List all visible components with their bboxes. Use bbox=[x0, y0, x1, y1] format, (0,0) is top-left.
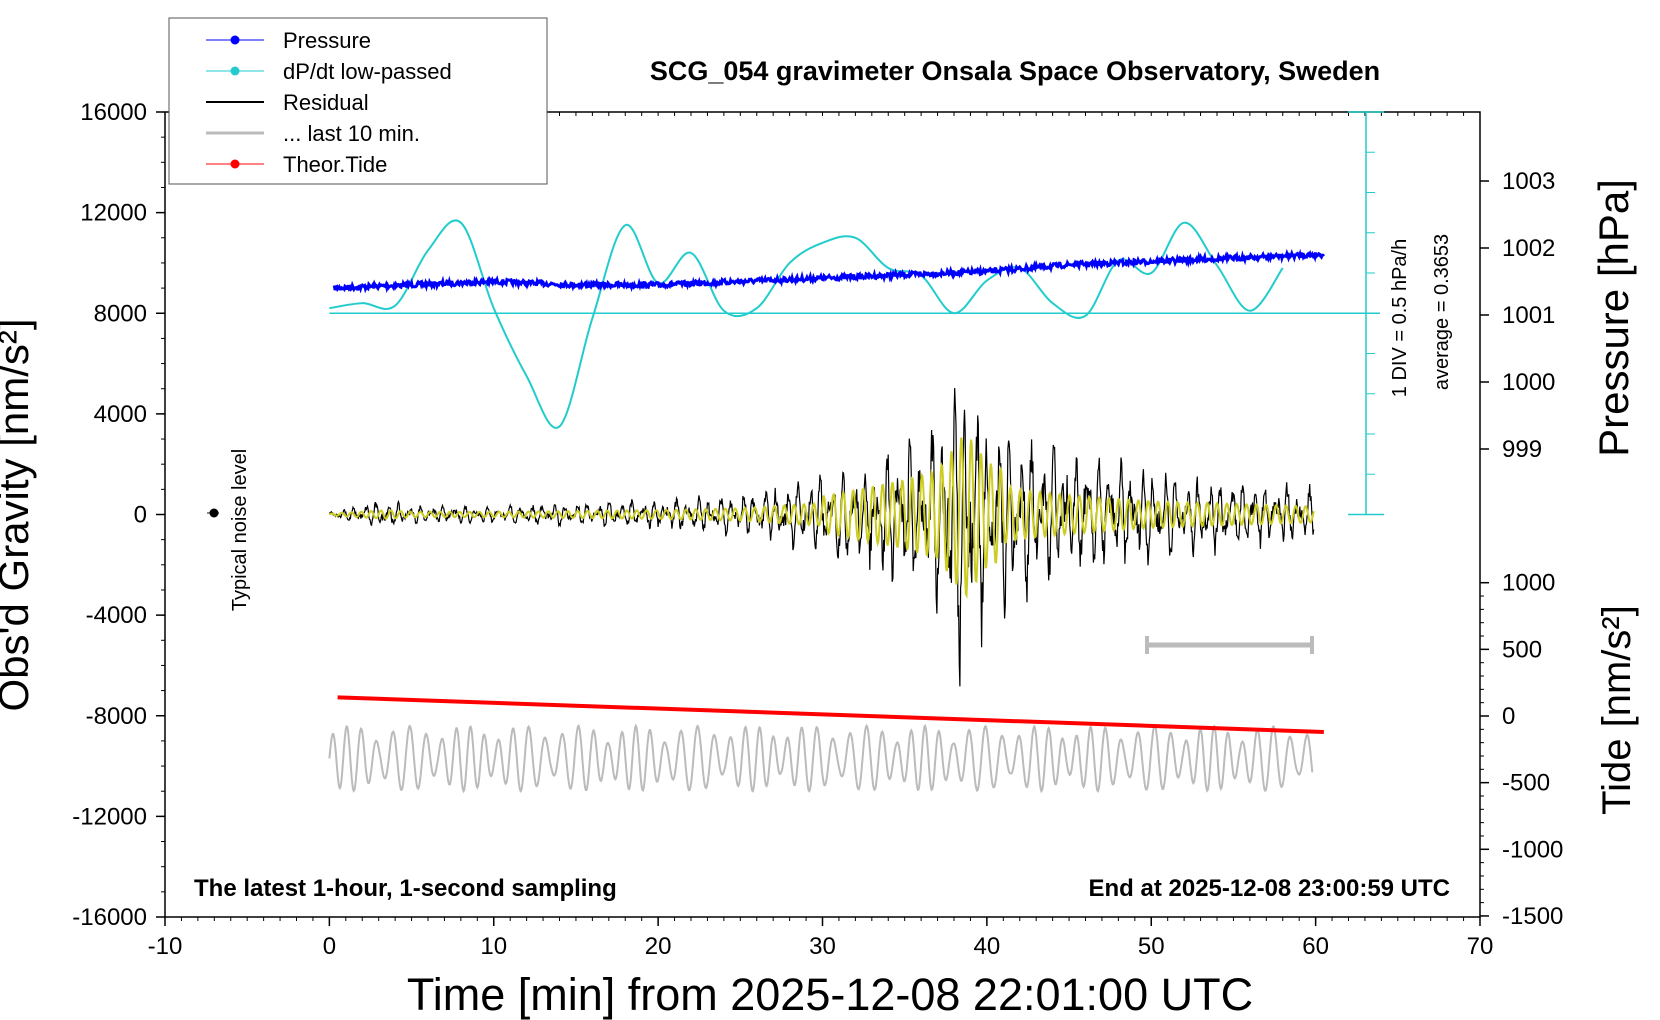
legend-entry: ... last 10 min. bbox=[206, 121, 420, 146]
legend-swatch-marker bbox=[230, 66, 240, 76]
annotation-bottom-left: The latest 1-hour, 1-second sampling bbox=[194, 875, 617, 902]
legend-label: Pressure bbox=[283, 28, 371, 53]
legend-swatch-marker bbox=[230, 35, 240, 45]
left-tick-label: 12000 bbox=[80, 200, 147, 227]
x-tick-label: 10 bbox=[480, 933, 507, 960]
left-axis-ticks: 16000 12000 8000 4000 0 -4000 -8000 -12000 -1600… bbox=[72, 99, 165, 931]
pressure-axis-ticks: 1003 1002 1001 1000 999 bbox=[1480, 168, 1555, 463]
last-10-min-range-marker bbox=[1145, 636, 1314, 654]
left-tick-label: 8000 bbox=[94, 300, 147, 327]
dpdt-line bbox=[329, 219, 1284, 429]
legend-label: Residual bbox=[283, 90, 369, 115]
left-axis-label: Obs'd Gravity [nm/s²] bbox=[0, 318, 37, 711]
last-10-min-line bbox=[328, 723, 1314, 794]
left-tick-label: -12000 bbox=[72, 803, 147, 830]
x-axis-label: Time [min] from 2025-12-08 22:01:00 UTC bbox=[407, 969, 1253, 1020]
x-tick-label: 40 bbox=[974, 933, 1001, 960]
pressure-tick-label: 1003 bbox=[1502, 168, 1555, 195]
average-label: average = 0.3653 bbox=[1431, 234, 1453, 390]
pressure-tick-label: 1001 bbox=[1502, 302, 1555, 329]
x-tick-label: 60 bbox=[1302, 933, 1329, 960]
tide-tick-label: 0 bbox=[1502, 703, 1515, 730]
series-last-10-min bbox=[328, 723, 1314, 794]
legend-label: Theor.Tide bbox=[283, 152, 387, 177]
series-theor-tide bbox=[337, 695, 1324, 734]
left-tick-label: -8000 bbox=[86, 703, 147, 730]
pressure-tick-label: 1002 bbox=[1502, 235, 1555, 262]
tide-tick-label: -1500 bbox=[1502, 903, 1563, 930]
annotation-bottom-right: End at 2025-12-08 23:00:59 UTC bbox=[1089, 875, 1451, 902]
pressure-tick-label: 1000 bbox=[1502, 369, 1555, 396]
x-axis-ticks: -10 0 10 20 30 40 50 60 70 bbox=[148, 917, 1494, 960]
series-dpdt bbox=[329, 219, 1380, 429]
legend-label: ... last 10 min. bbox=[283, 121, 420, 146]
left-tick-label: -4000 bbox=[86, 602, 147, 629]
x-tick-label: 0 bbox=[323, 933, 336, 960]
series-residual bbox=[328, 387, 1315, 687]
series-residual-filtered bbox=[328, 437, 1315, 600]
x-tick-label: 70 bbox=[1467, 933, 1494, 960]
series-pressure bbox=[332, 248, 1325, 294]
pressure-axis-label: Pressure [hPa] bbox=[1590, 179, 1637, 457]
x-tick-label: 30 bbox=[809, 933, 836, 960]
legend-swatch-marker bbox=[230, 159, 240, 169]
legend-entry: Residual bbox=[206, 90, 369, 115]
tide-axis-ticks: 1000 500 0 -500 -1000 -1500 bbox=[1480, 570, 1563, 930]
noise-level-label: Typical noise level bbox=[229, 449, 251, 611]
left-tick-label: 4000 bbox=[94, 401, 147, 428]
noise-level-marker bbox=[207, 508, 219, 518]
x-tick-label: -10 bbox=[148, 933, 183, 960]
legend-entry: dP/dt low-passed bbox=[206, 59, 452, 84]
tide-line bbox=[337, 695, 1324, 734]
pressure-line bbox=[332, 248, 1325, 294]
tide-tick-label: -1000 bbox=[1502, 836, 1563, 863]
legend: Pressure dP/dt low-passed Residual ... last… bbox=[168, 17, 548, 185]
legend-entry: Pressure bbox=[206, 28, 371, 53]
left-tick-label: 0 bbox=[134, 502, 147, 529]
chart-title: SCG_054 gravimeter Onsala Space Observat… bbox=[650, 56, 1380, 86]
legend-entry: Theor.Tide bbox=[206, 152, 387, 177]
tide-tick-label: 1000 bbox=[1502, 570, 1555, 597]
legend-label: dP/dt low-passed bbox=[283, 59, 452, 84]
left-tick-label: -16000 bbox=[72, 904, 147, 931]
x-tick-label: 50 bbox=[1138, 933, 1165, 960]
tide-axis-label: Tide [nm/s²] bbox=[1595, 605, 1639, 815]
tide-tick-label: -500 bbox=[1502, 770, 1550, 797]
tide-tick-label: 500 bbox=[1502, 636, 1542, 663]
pressure-tick-label: 999 bbox=[1502, 436, 1542, 463]
residual-line bbox=[328, 387, 1315, 687]
left-tick-label: 16000 bbox=[80, 99, 147, 126]
x-tick-label: 20 bbox=[645, 933, 672, 960]
residual-filtered-line bbox=[328, 437, 1315, 600]
scale-div-label: 1 DIV = 0.5 hPa/h bbox=[1389, 239, 1411, 397]
